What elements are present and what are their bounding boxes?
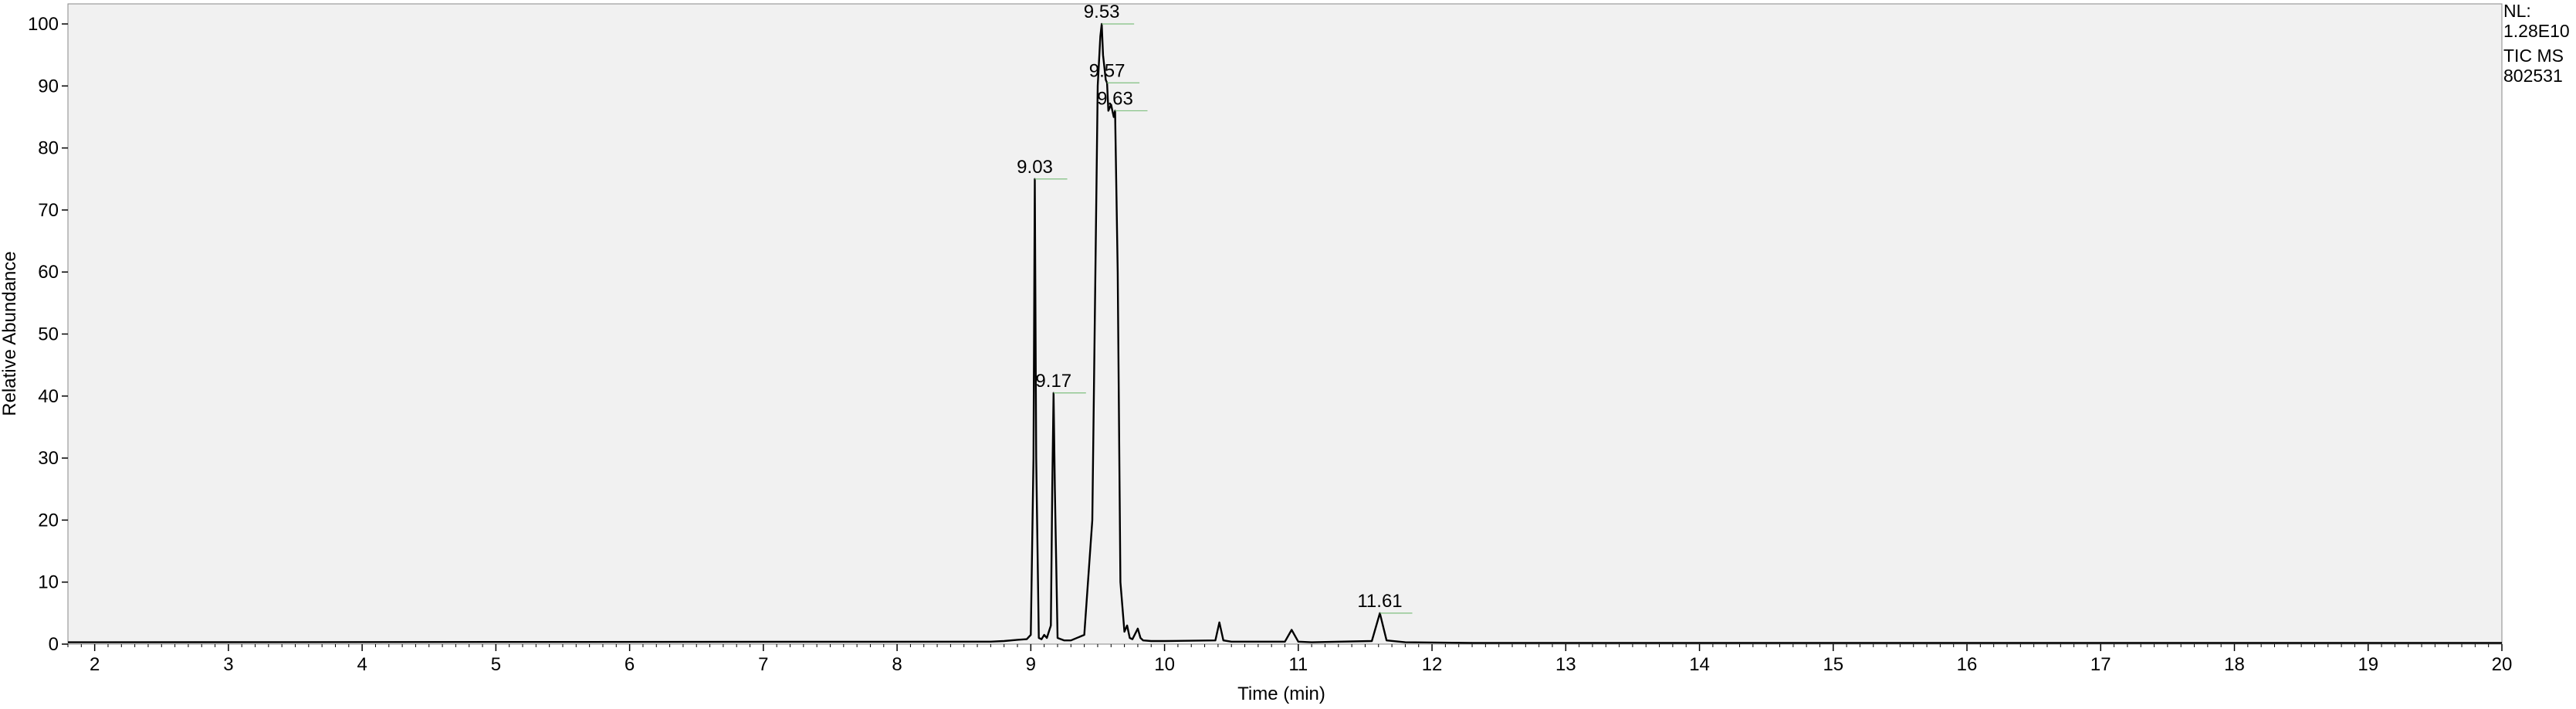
x-tick-label: 14: [1689, 654, 1710, 675]
info-line-2: 1.28E10: [2503, 21, 2570, 41]
x-tick-label: 20: [2492, 654, 2513, 675]
y-tick-label: 30: [38, 448, 59, 469]
x-tick-label: 10: [1154, 654, 1175, 675]
trace-info: NL: 1.28E10 TIC MS 802531: [2503, 1, 2570, 86]
x-tick-label: 18: [2224, 654, 2245, 675]
x-tick-label: 6: [625, 654, 635, 675]
y-axis-title: Relative Abundance: [0, 251, 20, 416]
x-tick-label: 13: [1555, 654, 1576, 675]
y-tick-label: 70: [38, 200, 59, 221]
x-tick-label: 17: [2090, 654, 2111, 675]
peak-label: 11.61: [1357, 591, 1402, 612]
x-axis-title: Time (min): [1237, 684, 1325, 704]
y-tick-label: 0: [49, 634, 59, 655]
x-tick-label: 12: [1422, 654, 1443, 675]
y-axis: 0 10 20 30 40 50 60 70 80 90 100: [28, 14, 68, 655]
peak-label: 9.17: [1035, 371, 1071, 392]
x-tick-label: 9: [1026, 654, 1036, 675]
y-tick-label: 90: [38, 76, 59, 97]
x-axis: 2 3 4 5 6 7 8 9 10 11 12 13 14 15 16 17 18 19 20: [67, 644, 2513, 675]
y-tick-label: 100: [28, 14, 59, 35]
x-tick-label: 8: [892, 654, 902, 675]
plot-area: [67, 3, 2503, 645]
tic-trace: [67, 22, 2502, 644]
y-tick-label: 10: [38, 572, 59, 593]
y-tick-label: 20: [38, 510, 59, 531]
y-tick-label: 50: [38, 324, 59, 345]
x-tick-label: 11: [1288, 654, 1308, 675]
peak-labels: 9.03 9.17 9.53 9.57 9.63 11.61: [1017, 2, 1413, 614]
x-tick-label: 16: [1957, 654, 1978, 675]
peak-label: 9.63: [1097, 88, 1133, 109]
info-line-4: 802531: [2503, 66, 2563, 86]
x-tick-label: 3: [223, 654, 233, 675]
x-tick-label: 19: [2358, 654, 2378, 675]
y-tick-label: 60: [38, 262, 59, 283]
x-tick-label: 15: [1823, 654, 1843, 675]
peak-label: 9.53: [1084, 2, 1120, 22]
y-tick-label: 80: [38, 138, 59, 159]
x-tick-label: 4: [357, 654, 367, 675]
x-tick-label: 2: [90, 654, 100, 675]
x-tick-label: 5: [491, 654, 501, 675]
info-line-1: NL:: [2503, 1, 2531, 21]
peak-label: 9.57: [1089, 60, 1126, 81]
peak-label: 9.03: [1017, 157, 1053, 178]
y-tick-label: 40: [38, 386, 59, 407]
x-tick-label: 7: [758, 654, 768, 675]
info-line-3: TIC MS: [2503, 46, 2564, 66]
